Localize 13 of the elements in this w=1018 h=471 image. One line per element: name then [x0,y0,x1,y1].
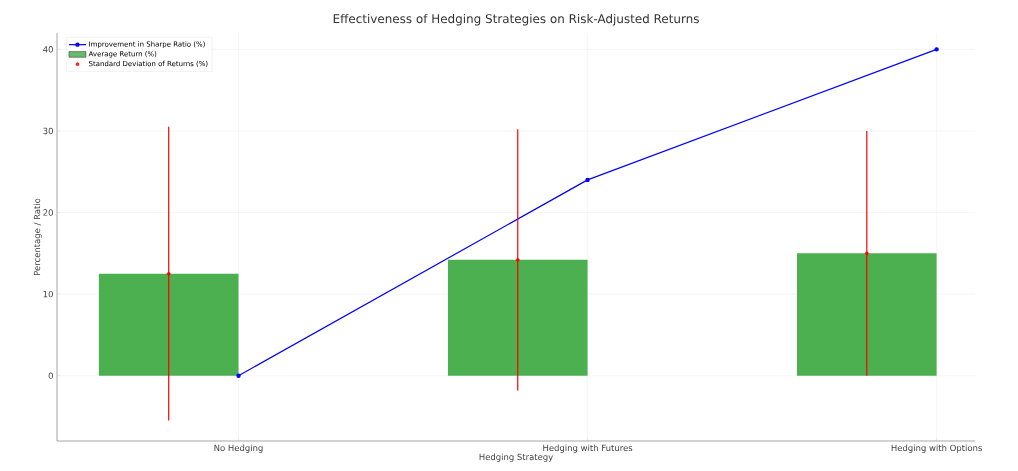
y-tick-label: 10 [43,290,53,298]
x-axis-title: Hedging Strategy [479,453,553,462]
bar [98,273,239,376]
chart-title: Effectiveness of Hedging Strategies on Risk-Adjusted Returns [333,13,699,26]
y-tick-label: 30 [43,127,53,135]
x-tick-label: No Hedging [214,444,263,453]
y-tick-label: 20 [43,209,53,216]
y-tick-label: 0 [48,372,53,379]
y-axis-title: Percentage / Ratio [33,198,42,275]
x-tick-label: Hedging with Options [891,444,982,453]
y-tick-label: 40 [43,46,53,53]
x-tick-label: Hedging with Futures [543,444,633,453]
bar [447,259,588,376]
